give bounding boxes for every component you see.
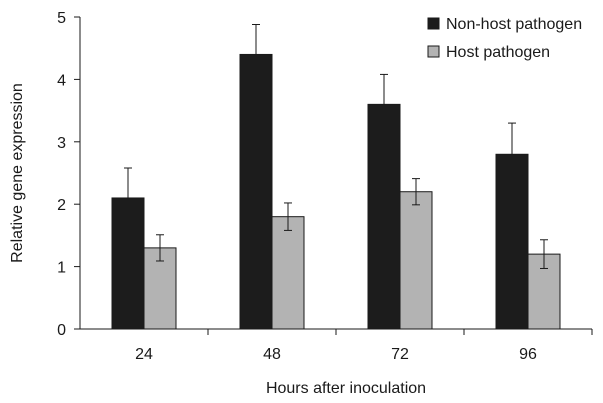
legend-swatch [427,45,440,58]
legend: Non-host pathogen Host pathogen [427,16,582,61]
bar [495,153,529,330]
x-tick-label: 24 [135,346,153,363]
axes [79,17,592,330]
bar [399,191,433,330]
y-tick-label: 3 [57,135,66,152]
bar [239,53,273,330]
bar [111,197,145,330]
legend-label: Host pathogen [446,44,550,61]
y-tick-label: 2 [57,197,66,214]
legend-swatch [427,17,440,30]
y-tick-label: 5 [57,10,66,27]
y-tick-label: 1 [57,260,66,277]
y-tick-label: 0 [57,322,66,339]
bar [367,103,401,330]
x-tick-label: 48 [263,346,281,363]
legend-label: Non-host pathogen [446,16,582,33]
y-tick-label: 4 [57,72,66,89]
plot-area: 0 1 2 3 4 5 24 48 72 96 [57,10,593,363]
bar [271,216,305,330]
x-axis-label: Hours after inoculation [266,380,426,397]
x-tick-label: 96 [519,346,537,363]
y-axis-label: Relative gene expression [9,83,26,263]
x-tick-label: 72 [391,346,409,363]
